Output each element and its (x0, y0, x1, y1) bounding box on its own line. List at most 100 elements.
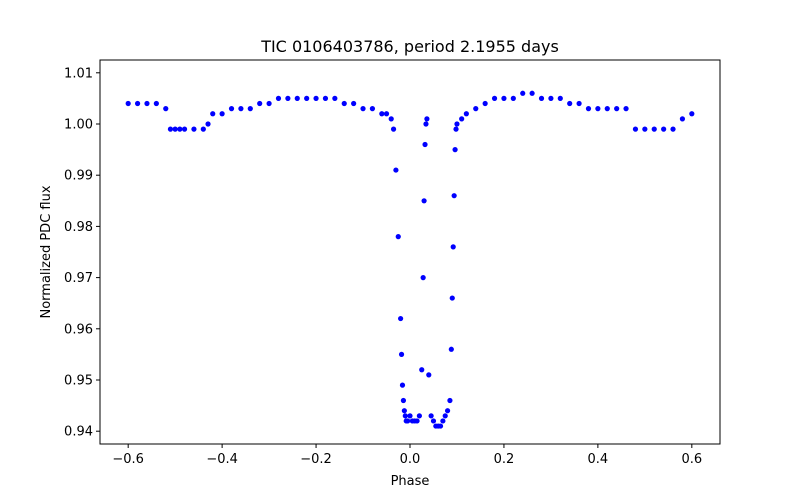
data-point (670, 126, 676, 132)
data-point (448, 346, 454, 352)
data-point (144, 100, 150, 107)
plot-frame (100, 60, 720, 444)
data-point (510, 95, 516, 101)
data-point (557, 95, 563, 101)
data-point (191, 126, 197, 132)
plot-area (99, 59, 721, 445)
data-point (444, 408, 451, 414)
data-point (449, 295, 455, 301)
data-point (623, 106, 629, 112)
data-point (322, 95, 329, 101)
y-tick-label: 0.98 (64, 220, 93, 235)
data-point (419, 367, 425, 373)
data-point (275, 95, 282, 101)
x-tick-label: −0.2 (300, 452, 332, 467)
data-point (163, 106, 169, 112)
y-tick-label: 0.94 (64, 425, 93, 440)
data-point (181, 126, 188, 132)
data-point (421, 198, 427, 204)
data-point (332, 95, 338, 101)
data-point (451, 193, 457, 199)
data-point (360, 106, 366, 112)
x-tick-label: 0.4 (588, 452, 609, 467)
y-tick-label: 0.99 (64, 169, 93, 184)
data-point (416, 413, 422, 419)
data-point (393, 167, 399, 173)
data-point (294, 95, 300, 101)
data-point (437, 423, 444, 429)
data-point (423, 121, 429, 127)
chart-title: TIC 0106403786, period 2.1955 days (260, 37, 559, 56)
data-point (395, 234, 401, 240)
data-point (125, 100, 131, 107)
data-point (407, 413, 413, 419)
data-point (247, 106, 253, 112)
data-point (422, 141, 428, 148)
data-point (134, 100, 141, 107)
x-tick-label: 0.2 (494, 452, 515, 467)
x-tick-label: −0.4 (206, 452, 238, 467)
data-point (398, 315, 404, 322)
data-point (205, 121, 211, 127)
data-point (548, 95, 554, 101)
data-point (313, 95, 319, 101)
data-point (454, 121, 460, 127)
data-point (459, 116, 465, 122)
data-point (651, 126, 657, 132)
data-point (604, 106, 610, 112)
data-point (399, 382, 406, 388)
data-point (304, 95, 310, 101)
data-point (453, 126, 459, 132)
x-tick-label: 0.0 (400, 452, 421, 467)
x-axis-ticks: −0.6 −0.4 −0.2 0.0 0.2 0.4 0.6 (112, 444, 702, 467)
x-tick-label: −0.6 (112, 452, 144, 467)
data-point (369, 106, 376, 112)
data-point (520, 90, 526, 96)
data-point (177, 126, 183, 132)
data-point (661, 126, 667, 132)
data-point (442, 413, 448, 419)
data-point (473, 106, 479, 112)
y-axis-ticks: 0.94 0.95 0.96 0.97 0.98 0.99 1.00 1.01 (64, 66, 100, 440)
data-point (400, 397, 407, 404)
data-point (585, 106, 592, 112)
y-tick-label: 0.97 (64, 271, 93, 286)
data-point (679, 116, 686, 122)
data-point (266, 100, 272, 107)
data-point (450, 244, 456, 250)
data-point (501, 95, 507, 101)
x-axis-label: Phase (391, 474, 430, 489)
data-point (172, 126, 178, 132)
data-point (428, 413, 434, 419)
data-point (401, 408, 407, 414)
data-points (125, 90, 695, 429)
data-point (420, 275, 426, 281)
y-tick-label: 0.95 (64, 374, 93, 389)
data-point (200, 126, 206, 132)
x-tick-label: 0.6 (681, 452, 702, 467)
data-point (388, 116, 394, 122)
data-point (538, 95, 545, 101)
data-point (452, 147, 458, 153)
data-point (440, 418, 446, 424)
data-point (390, 126, 397, 132)
data-point (642, 126, 648, 132)
data-point (257, 100, 263, 107)
data-point (689, 111, 695, 117)
data-point (426, 372, 432, 378)
data-point (567, 100, 573, 107)
data-point (153, 100, 159, 107)
data-point (529, 90, 535, 96)
data-point (463, 111, 469, 117)
data-point (632, 126, 639, 132)
data-point (210, 111, 216, 117)
data-point (219, 111, 225, 117)
data-point (238, 106, 244, 112)
data-point (383, 111, 390, 117)
data-point (576, 100, 582, 107)
data-point (379, 111, 385, 117)
data-point (614, 106, 620, 112)
data-point (447, 397, 453, 404)
data-point (491, 95, 498, 101)
